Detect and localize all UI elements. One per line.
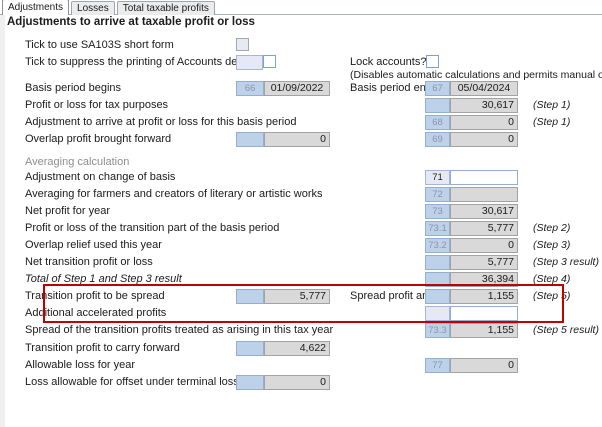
lock-accounts-checkbox[interactable] xyxy=(426,55,439,68)
terminal-loss-field: 0 xyxy=(264,375,330,390)
profit-for-tax-label: Profit or loss for tax purposes xyxy=(25,99,169,111)
tab-adjustments[interactable]: Adjustments xyxy=(2,0,70,15)
farmers-averaging-box-number: 72 xyxy=(425,187,450,202)
net-profit-year-label: Net profit for year xyxy=(25,205,110,217)
transition-spread-label: Transition profit to be spread xyxy=(25,290,165,302)
transition-part-field: 5,777 xyxy=(450,221,518,236)
spread-arising-field: 1,155 xyxy=(450,323,518,338)
overlap-brought-forward-marker xyxy=(236,132,264,147)
net-profit-year-box-number: 73 xyxy=(425,204,450,219)
tab-divider xyxy=(0,14,602,15)
farmers-averaging-label: Averaging for farmers and creators of li… xyxy=(25,188,323,200)
sa103s-checkbox[interactable] xyxy=(236,38,249,51)
net-transition-label: Net transition profit or loss xyxy=(25,256,153,268)
overlap-relief-used-field: 0 xyxy=(450,238,518,253)
additional-accelerated-input[interactable] xyxy=(450,306,518,321)
terminal-loss-marker xyxy=(236,375,264,390)
page-title: Adjustments to arrive at taxable profit … xyxy=(7,16,255,28)
total-step1-step3-field: 36,394 xyxy=(450,272,518,287)
net-transition-marker xyxy=(425,255,450,270)
overlap-relief-used-step: (Step 3) xyxy=(533,239,571,251)
overlap-relief-used-label: Overlap relief used this year xyxy=(25,239,162,251)
additional-accelerated-label: Additional accelerated profits xyxy=(25,307,167,319)
spread-profit-amount-field: 1,155 xyxy=(450,289,518,304)
spread-arising-box-number: 73.3 xyxy=(425,323,450,338)
change-of-basis-label: Adjustment on change of basis xyxy=(25,171,176,183)
spread-profit-amount-marker xyxy=(425,289,450,304)
transition-carry-forward-marker xyxy=(236,341,264,356)
total-step1-step3-label: Total of Step 1 and Step 3 result xyxy=(25,273,182,285)
profit-for-tax-marker xyxy=(425,98,450,113)
sa103s-label: Tick to use SA103S short form xyxy=(25,39,174,51)
total-step1-step3-marker xyxy=(425,272,450,287)
overlap-relief-used-box-number: 73.2 xyxy=(425,238,450,253)
profit-for-tax-step: (Step 1) xyxy=(533,99,571,111)
lock-accounts-hint: (Disables automatic calculations and per… xyxy=(350,69,602,81)
basis-period-ends-label: Basis period ends xyxy=(350,82,438,94)
averaging-section-label: Averaging calculation xyxy=(25,156,130,168)
overlap-brought-forward-left-field: 0 xyxy=(264,132,330,147)
profit-for-tax-field: 30,617 xyxy=(450,98,518,113)
left-gutter xyxy=(0,15,5,427)
adjustment-basis-period-field: 0 xyxy=(450,115,518,130)
suppress-printing-marker xyxy=(236,55,263,70)
basis-period-ends-box-number: 67 xyxy=(425,81,450,96)
tab-bar: Adjustments Losses Total taxable profits xyxy=(2,0,215,15)
transition-part-step: (Step 2) xyxy=(533,222,571,234)
transition-spread-left-field: 5,777 xyxy=(264,289,330,304)
net-transition-step: (Step 3 result) xyxy=(533,256,599,268)
transition-spread-step: (Step 5) xyxy=(533,290,571,302)
basis-period-begins-field[interactable]: 01/09/2022 xyxy=(264,81,330,96)
basis-period-begins-box-number: 66 xyxy=(236,81,264,96)
net-profit-year-field: 30,617 xyxy=(450,204,518,219)
total-step1-step3-step: (Step 4) xyxy=(533,273,571,285)
spread-arising-label: Spread of the transition profits treated… xyxy=(25,324,334,336)
transition-carry-forward-label: Transition profit to carry forward xyxy=(25,342,180,354)
overlap-brought-forward-box-number: 69 xyxy=(425,132,450,147)
allowable-loss-box-number: 77 xyxy=(425,358,450,373)
terminal-loss-label: Loss allowable for offset under terminal… xyxy=(25,376,293,388)
transition-part-box-number: 73.1 xyxy=(425,221,450,236)
additional-accelerated-marker xyxy=(425,306,450,321)
basis-period-begins-label: Basis period begins xyxy=(25,82,122,94)
transition-spread-marker xyxy=(236,289,264,304)
allowable-loss-label: Allowable loss for year xyxy=(25,359,136,371)
suppress-printing-checkbox[interactable] xyxy=(263,55,276,68)
net-transition-field: 5,777 xyxy=(450,255,518,270)
highlight-rectangle xyxy=(43,284,564,323)
overlap-brought-forward-label: Overlap profit brought forward xyxy=(25,133,172,145)
suppress-printing-label: Tick to suppress the printing of Account… xyxy=(25,56,257,68)
change-of-basis-box-number: 71 xyxy=(425,170,450,185)
transition-part-label: Profit or loss of the transition part of… xyxy=(25,222,280,234)
overlap-brought-forward-field: 0 xyxy=(450,132,518,147)
transition-carry-forward-field: 4,622 xyxy=(264,341,330,356)
spread-arising-step: (Step 5 result) xyxy=(533,324,599,336)
change-of-basis-input[interactable] xyxy=(450,170,518,185)
basis-period-ends-field[interactable]: 05/04/2024 xyxy=(450,81,518,96)
lock-accounts-label: Lock accounts? xyxy=(350,56,427,68)
adjustment-basis-period-step: (Step 1) xyxy=(533,116,571,128)
adjustment-basis-period-box-number: 68 xyxy=(425,115,450,130)
adjustment-basis-period-label: Adjustment to arrive at profit or loss f… xyxy=(25,116,297,128)
farmers-averaging-field xyxy=(450,187,518,202)
tab-total-taxable-profits[interactable]: Total taxable profits xyxy=(116,1,215,15)
tab-losses[interactable]: Losses xyxy=(71,1,115,15)
allowable-loss-field: 0 xyxy=(450,358,518,373)
